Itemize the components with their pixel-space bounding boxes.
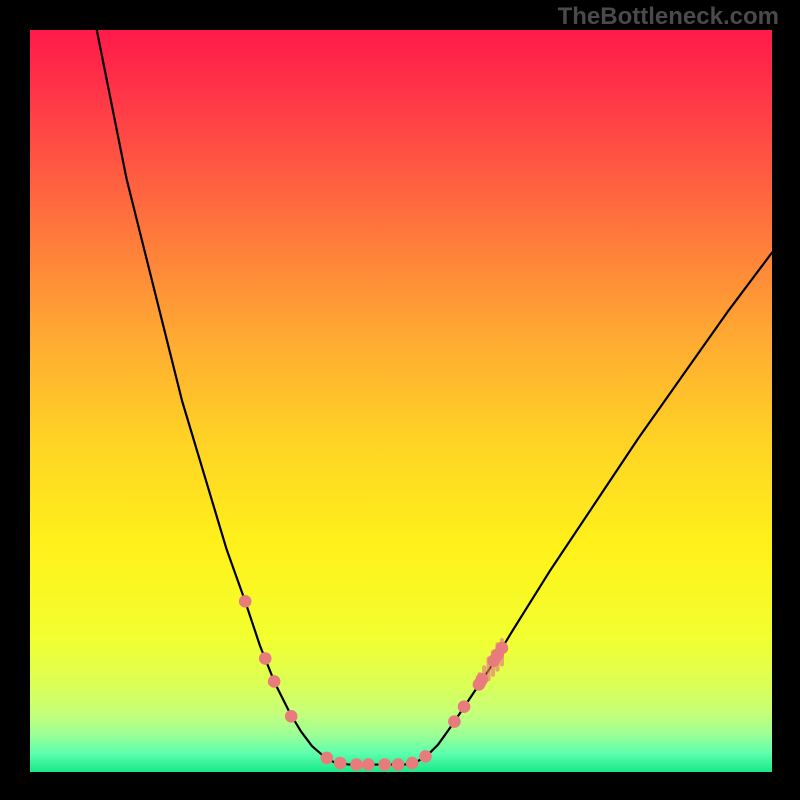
marker-point <box>448 715 461 728</box>
marker-point <box>406 757 419 770</box>
marker-point <box>476 673 489 686</box>
marker-point <box>392 758 405 771</box>
marker-point <box>259 652 272 665</box>
marker-point <box>285 710 298 723</box>
marker-point <box>321 752 334 765</box>
marker-point <box>239 595 252 608</box>
marker-point <box>268 675 281 688</box>
marker-point <box>334 757 347 770</box>
marker-point <box>350 758 363 771</box>
marker-point <box>378 758 391 771</box>
marker-point <box>419 750 432 763</box>
chart-root: TheBottleneck.com <box>0 0 800 800</box>
marker-point <box>362 758 375 771</box>
watermark-text: TheBottleneck.com <box>558 3 779 31</box>
gradient-background <box>30 30 772 772</box>
marker-point <box>496 642 509 655</box>
marker-point <box>458 700 471 713</box>
plot-svg <box>30 30 772 772</box>
plot-area <box>30 30 772 772</box>
